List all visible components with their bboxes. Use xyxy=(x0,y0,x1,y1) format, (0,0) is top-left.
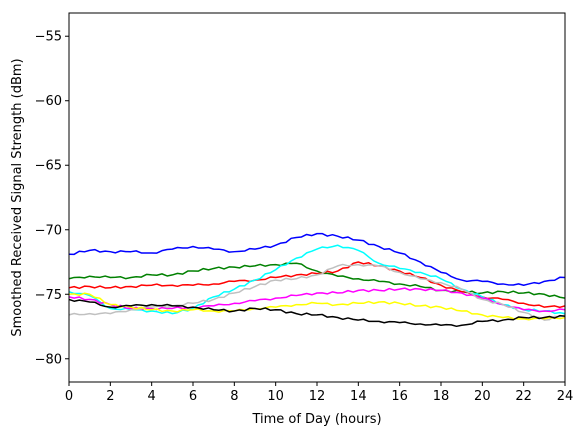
y-tick-label: −65 xyxy=(35,159,62,174)
x-tick-label: 16 xyxy=(391,389,408,404)
y-tick-label: −80 xyxy=(35,352,62,367)
x-axis-title: Time of Day (hours) xyxy=(251,412,381,427)
series-line-yellow xyxy=(68,292,566,321)
x-tick-label: 4 xyxy=(148,389,156,404)
x-tick-label: 6 xyxy=(189,389,197,404)
y-tick-label: −60 xyxy=(35,94,62,109)
x-tick-label: 8 xyxy=(230,389,238,404)
series-line-silver xyxy=(68,263,566,321)
series-line-black xyxy=(68,298,566,328)
y-tick-label: −55 xyxy=(35,30,62,45)
series-line-blue xyxy=(68,232,566,286)
y-axis-title: Smoothed Received Signal Strength (dBm) xyxy=(10,58,25,336)
x-tick-label: 22 xyxy=(515,389,532,404)
y-tick-label: −70 xyxy=(35,223,62,238)
x-tick-label: 14 xyxy=(350,389,367,404)
x-tick-label: 0 xyxy=(65,389,73,404)
plot-area-frame xyxy=(68,12,566,383)
series-line-green xyxy=(68,262,566,299)
x-tick-label: 24 xyxy=(557,389,574,404)
x-tick-label: 2 xyxy=(106,389,114,404)
x-tick-label: 18 xyxy=(433,389,450,404)
y-tick-label: −75 xyxy=(35,288,62,303)
ticks-layer: 0 2 4 6 8 10 12 14 16 18 20 22 24−55−60−65−70−75−80 xyxy=(35,30,574,404)
x-tick-label: 12 xyxy=(309,389,326,404)
series-line-cyan xyxy=(68,244,566,315)
series-line-magenta xyxy=(68,287,566,313)
series-layer xyxy=(68,232,566,328)
x-tick-label: 20 xyxy=(474,389,491,404)
x-tick-label: 10 xyxy=(267,389,284,404)
